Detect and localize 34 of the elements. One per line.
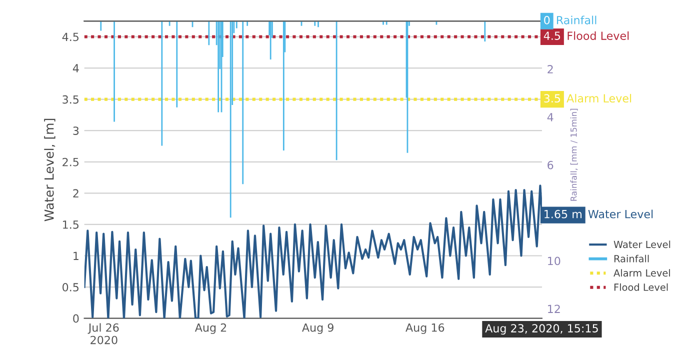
x-tick-label: Aug 9 [302,323,334,334]
y-tick-label: 2 [73,189,78,198]
ref-line-label: Alarm Level [566,94,632,103]
y-tick-label: 1.5 [63,220,78,229]
legend-label: Water Level [588,210,653,218]
y-tick-label: 3.5 [62,95,78,104]
annotation: 3.5 [544,94,560,103]
y2-tick-label: 6 [548,160,554,170]
y2-tick-label: 4 [547,113,554,122]
y-tick-label: 0.5 [62,283,78,292]
text: Rainfall [614,254,649,262]
text: Flood Level [614,283,668,291]
text: Water Level [614,240,670,248]
y-axis-title: Water Level, [m] [44,118,56,222]
y-tick-label: 3 [73,126,79,135]
data-label: 0 [544,16,550,24]
y2-tick-label: 10 [548,256,560,266]
y2-tick-label: 2 [548,65,553,74]
y-tick-label: 4 [72,64,79,72]
text: Aug 23, 2020, 15:15 [485,324,598,335]
x-tick-label: Aug 2 [194,323,226,334]
legend-label: Rainfall [556,16,596,24]
y-tick-label: 1 [74,252,78,260]
text: Alarm Level [614,269,670,277]
annotation: 4.5 [544,32,560,40]
y-tick-label: 0 [73,314,79,323]
y2-axis-title: Rainfall, [mm / 15min] [570,108,578,201]
y-tick-label: 2.5 [62,158,78,166]
data-label: 1.65 m [544,210,582,218]
x-tick-label: Aug 16 [406,323,444,334]
ref-line-label: Flood Level [568,31,629,40]
x-tick-label: Jul 26 2020 [88,323,119,344]
y2-tick-label: 12 [548,304,560,313]
y-tick-label: 4.5 [62,32,78,42]
